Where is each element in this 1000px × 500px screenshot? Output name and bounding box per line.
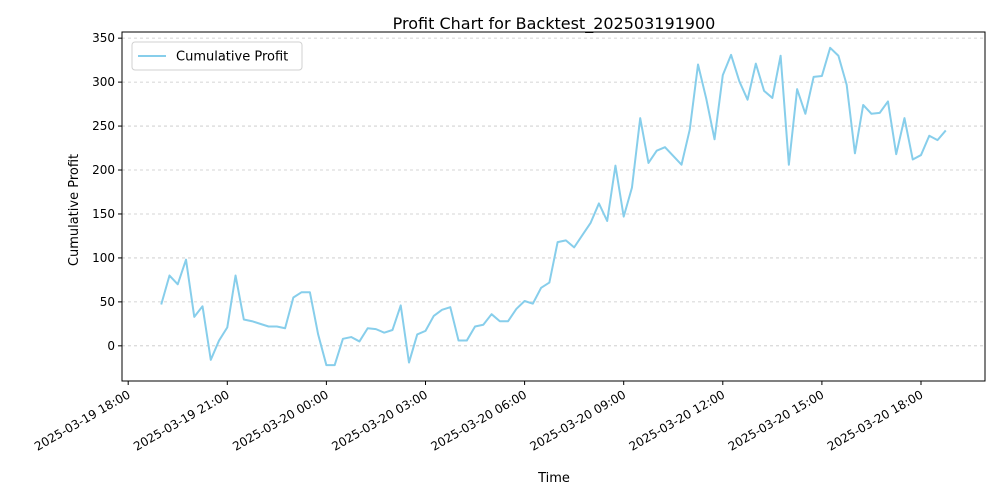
line-series xyxy=(160,46,947,367)
y-tick-label: 300 xyxy=(92,75,115,89)
plot-frame xyxy=(121,31,986,382)
y-tick-label: 50 xyxy=(100,295,115,309)
legend: Cumulative Profit xyxy=(131,41,303,71)
x-tick-label: 2025-03-20 18:00 xyxy=(825,387,926,453)
chart-title: Profit Chart for Backtest_202503191900 xyxy=(393,14,716,34)
y-tick-label: 100 xyxy=(92,251,115,265)
y-tick-label: 200 xyxy=(92,163,115,177)
x-tick-label: 2025-03-19 21:00 xyxy=(131,387,232,453)
legend-box xyxy=(131,41,303,71)
x-tick-label: 2025-03-20 03:00 xyxy=(329,387,430,453)
y-tick-label: 250 xyxy=(92,119,115,133)
y-tick-label: 350 xyxy=(92,31,115,45)
x-tick-label: 2025-03-20 15:00 xyxy=(726,387,827,453)
x-axis-label: Time xyxy=(537,471,570,486)
x-tick-label: 2025-03-20 00:00 xyxy=(230,387,331,453)
x-tick-label: 2025-03-19 18:00 xyxy=(32,387,133,453)
x-tick-label: 2025-03-20 12:00 xyxy=(627,387,728,453)
y-axis-label: Cumulative Profit xyxy=(67,154,82,266)
x-tick-label: 2025-03-20 09:00 xyxy=(528,387,629,453)
y-tick-label: 150 xyxy=(92,207,115,221)
x-tick-label: 2025-03-20 06:00 xyxy=(428,387,529,453)
legend-label: Cumulative Profit xyxy=(176,50,288,65)
y-tick-label: 0 xyxy=(107,339,115,353)
